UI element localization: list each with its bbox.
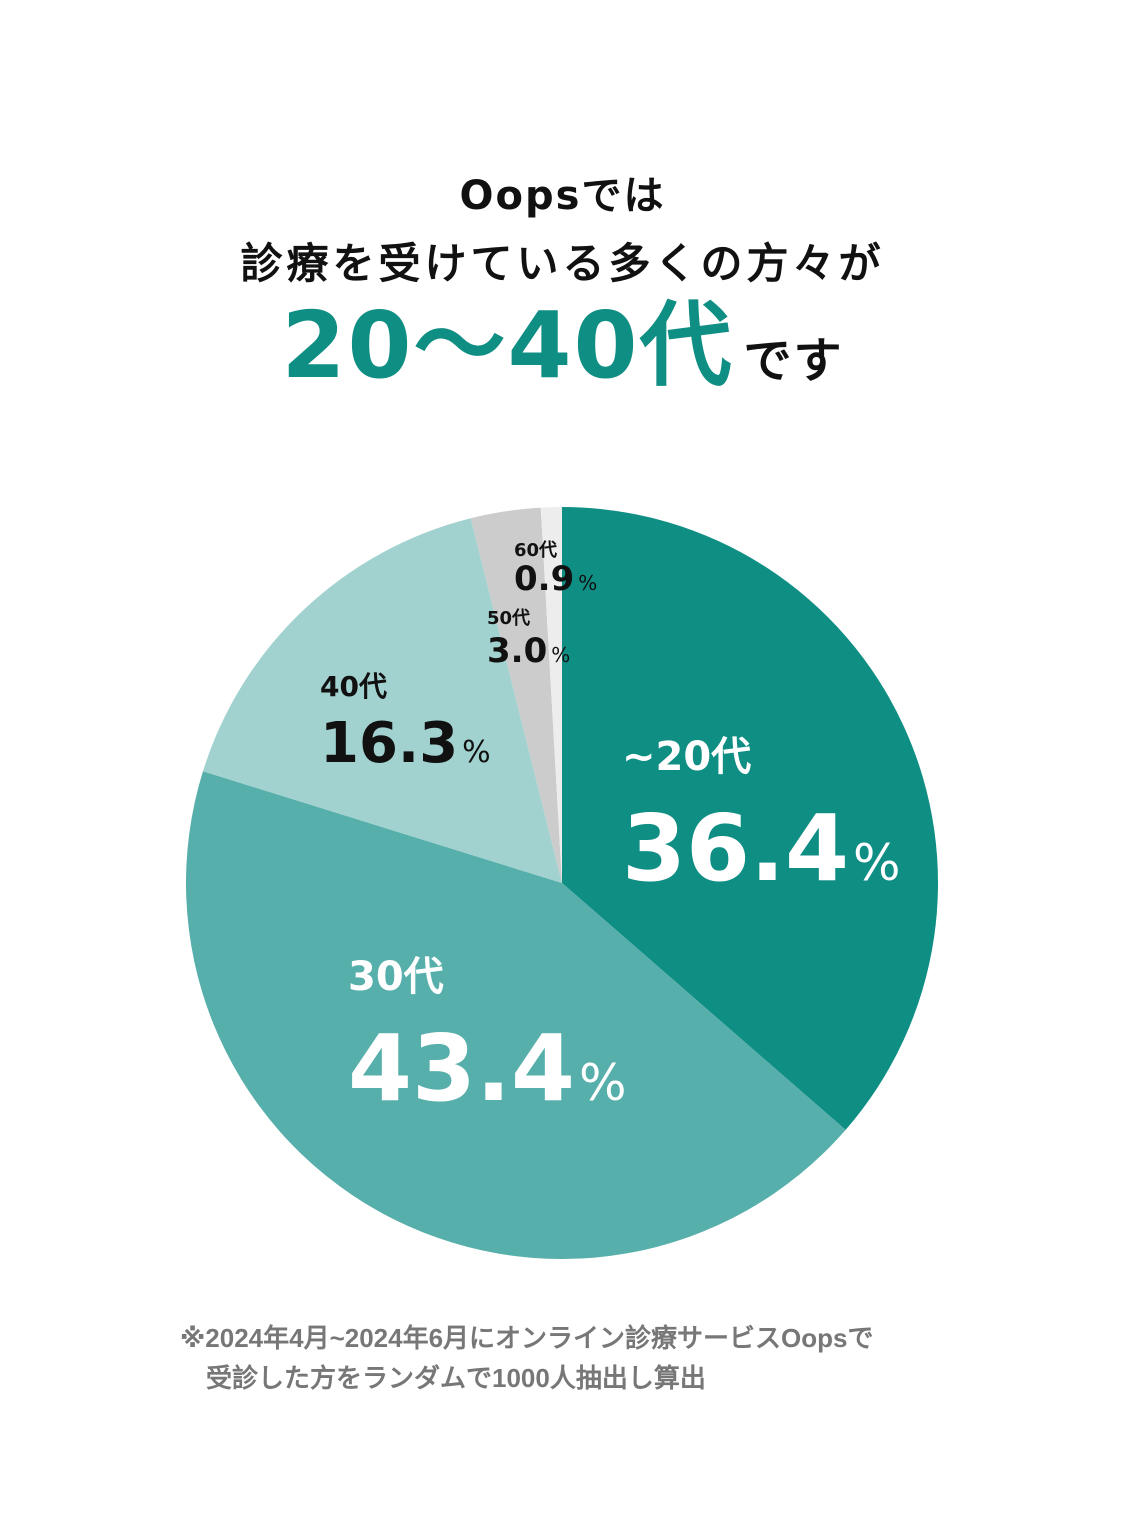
highlight-tail: です — [743, 333, 844, 389]
slice-percent-label: 36.4% — [622, 795, 901, 902]
slice-percent-label: 3.0% — [487, 631, 570, 671]
pie-slice — [202, 518, 562, 883]
slice-age-label: 40代 — [320, 670, 387, 703]
slice-age-label: 30代 — [348, 954, 444, 1000]
title-line-2: 診療を受けている多くの方々が — [240, 239, 885, 288]
footnote: ※2024年4月~2024年6月にオンライン診療サービスOopsで 受診した方を… — [180, 1318, 1000, 1398]
pie-slice — [562, 507, 939, 1130]
highlight-age-range: 20～40代 — [281, 292, 734, 399]
pie-slices — [185, 507, 939, 1260]
pie-slice — [470, 507, 562, 883]
pie-slice — [185, 771, 846, 1260]
footnote-line-2: 受診した方をランダムで1000人抽出し算出 — [206, 1363, 706, 1393]
slice-percent-label: 0.9% — [514, 559, 597, 599]
title-highlight-line: 20～40代 です — [0, 300, 1125, 392]
slice-age-label: ~20代 — [622, 734, 751, 780]
pie-slice — [540, 507, 562, 883]
slice-age-label: 60代 — [514, 540, 557, 561]
title-line-1: Oopsでは — [459, 173, 666, 219]
slice-age-label: 50代 — [487, 608, 530, 629]
slice-percent-label: 43.4% — [348, 1015, 627, 1122]
slice-percent-label: 16.3% — [320, 711, 491, 776]
footnote-line-1: ※2024年4月~2024年6月にオンライン診療サービスOopsで — [180, 1323, 874, 1353]
